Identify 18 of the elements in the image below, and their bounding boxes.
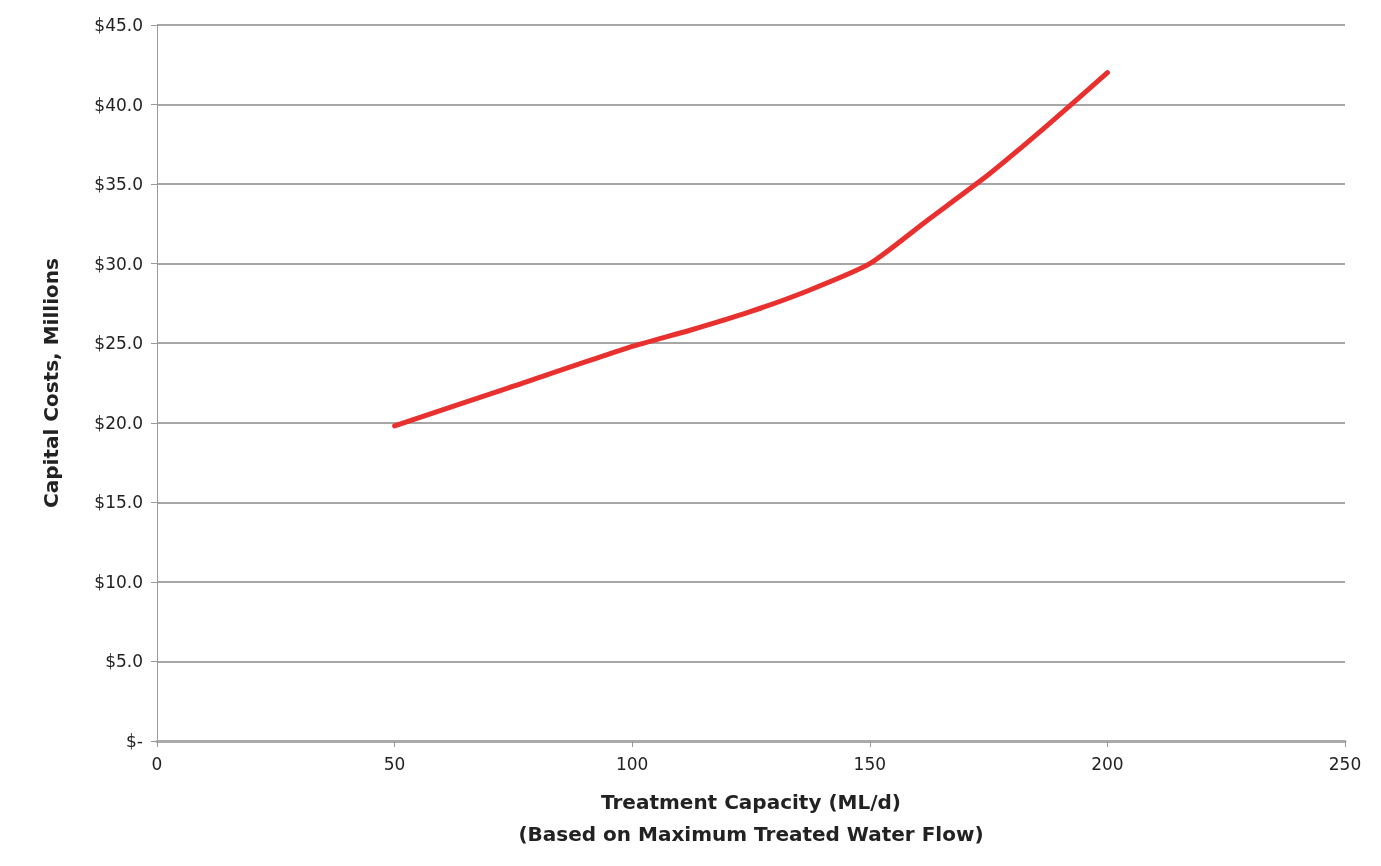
y-tick-label: $15.0 <box>94 492 143 513</box>
x-tick-label: 150 <box>853 753 887 774</box>
y-tick-label: $25.0 <box>94 333 143 354</box>
x-tick-label: 200 <box>1091 753 1124 774</box>
y-axis-title: Capital Costs, Millions <box>39 258 63 508</box>
x-tick-label: 100 <box>615 753 649 774</box>
y-tick-label: $10.0 <box>94 571 143 592</box>
x-tick-label: 250 <box>1328 753 1362 774</box>
y-tick-label: $20.0 <box>94 412 143 433</box>
y-tick-label: $35.0 <box>94 174 143 195</box>
x-axis-title: Treatment Capacity (ML/d) (Based on Maximum Treated Water Flow) <box>518 790 984 846</box>
y-tick-label: $30.0 <box>94 253 143 274</box>
y-tick-label: $40.0 <box>94 94 143 115</box>
x-tick-label: 0 <box>151 753 163 774</box>
y-tick-label: $5.0 <box>105 651 143 672</box>
x-tick-label: 50 <box>383 753 406 774</box>
y-tick-label: $45.0 <box>94 15 143 35</box>
y-tick-label: $- <box>126 731 143 751</box>
